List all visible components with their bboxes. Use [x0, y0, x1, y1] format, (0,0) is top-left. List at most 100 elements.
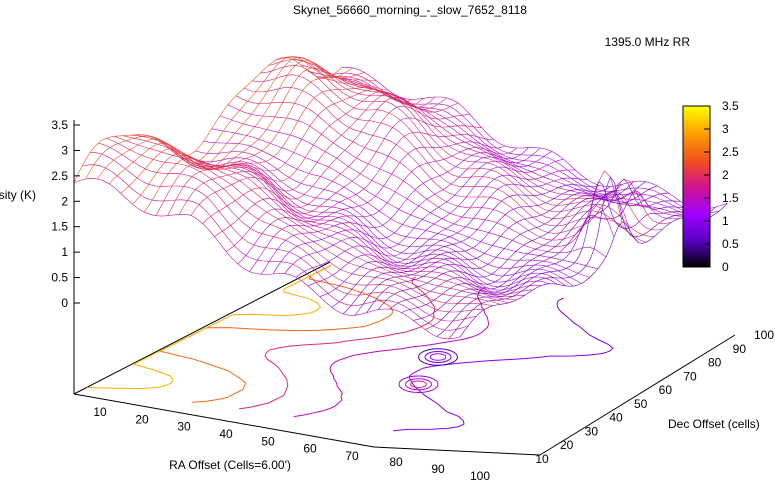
surface-mesh-line — [195, 150, 582, 284]
x-tick-label: 70 — [345, 449, 359, 463]
y-axis-label: Dec Offset (cells) — [668, 417, 760, 431]
surface-mesh-line — [307, 169, 576, 287]
surface-mesh-line — [341, 66, 728, 210]
x-axis-ticks: 10 20 30 40 50 60 70 80 90 100 — [93, 405, 490, 483]
surface-mesh-line — [300, 64, 687, 218]
surface-mesh-line — [211, 128, 598, 270]
y-tick-label: 60 — [659, 383, 673, 397]
y-tick-label: 20 — [560, 438, 574, 452]
z-tick-label: 2 — [61, 194, 68, 208]
contour-line — [86, 264, 332, 390]
z-axis: Intensity (K) 0 0.5 1 1.5 2 2.5 3 3.5 — [0, 118, 80, 310]
surface-mesh-line — [284, 151, 553, 274]
z-tick-label: 3 — [61, 143, 68, 157]
colorbar-tick-label: 0 — [722, 260, 729, 274]
surface-mesh-line — [132, 78, 400, 205]
surface-mesh-line — [98, 142, 485, 313]
x-tick-label: 30 — [177, 420, 191, 434]
surface-mesh-line — [90, 152, 477, 322]
x-tick-label: 60 — [303, 442, 317, 456]
surface-mesh-line — [227, 104, 615, 247]
colorbar-tick-label: 1.5 — [722, 191, 739, 205]
surface-mesh-line — [268, 59, 655, 237]
y-axis-ticks: 10 20 30 40 50 60 70 80 90 100 — [535, 328, 774, 466]
z-tick-label: 1 — [61, 245, 68, 259]
contour-peak-ring — [418, 348, 458, 366]
x-tick-label: 20 — [135, 412, 149, 426]
colorbar-tick-label: 2 — [722, 168, 729, 182]
x-tick-label: 100 — [470, 469, 490, 483]
contour-line — [393, 297, 614, 432]
x-tick-label: 90 — [431, 462, 445, 476]
contour-peak-ring — [398, 375, 439, 393]
y-tick-label: 100 — [754, 328, 774, 342]
surface-mesh-line — [106, 137, 493, 307]
surface-mesh — [73, 56, 728, 340]
surface-mesh-line — [272, 147, 541, 275]
surface-mesh-line — [448, 176, 716, 340]
y-tick-label: 50 — [634, 397, 648, 411]
contour-peak-ring — [429, 353, 447, 361]
surface-mesh-line — [319, 177, 588, 297]
surface-mesh-line — [187, 155, 574, 287]
colorbar-tick-label: 1 — [722, 214, 729, 228]
surface-mesh-line — [120, 67, 389, 194]
z-tick-label: 3.5 — [51, 118, 68, 132]
surface-mesh-line — [260, 65, 647, 243]
legend: 1395.0 MHz RR — [605, 35, 740, 49]
colorbar-tick-label: 2.5 — [722, 145, 739, 159]
y-tick-label: 90 — [733, 342, 747, 356]
contour-line — [158, 264, 394, 403]
contour-line — [293, 286, 490, 418]
surface-mesh-line — [202, 105, 471, 224]
contour-peak-ring — [405, 378, 432, 391]
surface-mesh-line — [237, 141, 506, 265]
x-tick-label: 40 — [219, 427, 233, 441]
z-tick-label: 2.5 — [51, 169, 68, 183]
surface-mesh-line — [436, 181, 705, 337]
colorbar: 0 0.5 1 1.5 2 2.5 3 3.5 — [682, 99, 739, 274]
surface-mesh-line — [155, 89, 424, 216]
surface-mesh-line — [190, 97, 459, 216]
y-tick-label: 30 — [585, 424, 599, 438]
surface-mesh-line — [366, 181, 635, 313]
surface-mesh-line — [203, 140, 590, 278]
y-tick-label: 40 — [609, 411, 623, 425]
z-tick-label: 0.5 — [51, 271, 68, 285]
y-tick-label: 10 — [535, 452, 549, 466]
surface-mesh-line — [292, 59, 679, 219]
surface-mesh-line — [296, 159, 564, 278]
surface-mesh-line — [82, 164, 469, 331]
x-axis-label: RA Offset (Cells=6.00') — [169, 458, 291, 472]
surface-mesh-line — [260, 147, 529, 275]
surface-mesh-line — [179, 154, 566, 287]
surface-mesh-line — [219, 115, 607, 258]
contour-line — [239, 276, 436, 410]
y-tick-label: 80 — [708, 356, 722, 370]
surface-mesh-line — [401, 191, 669, 313]
surface-mesh-line — [342, 186, 611, 315]
x-tick-label: 50 — [261, 434, 275, 448]
x-tick-label: 80 — [389, 455, 403, 469]
surface-mesh-line — [171, 150, 558, 288]
contour-peak-ring — [424, 351, 452, 363]
colorbar-tick-label: 3.5 — [722, 99, 739, 113]
z-tick-label: 1.5 — [51, 220, 68, 234]
surface-mesh-line — [225, 131, 494, 252]
surface-mesh-line — [138, 134, 525, 297]
surface-mesh-line — [331, 184, 599, 308]
surface-mesh-line — [85, 56, 354, 180]
colorbar-tick-label: 3 — [722, 122, 729, 136]
surface-mesh-line — [354, 184, 623, 316]
surface-mesh-line — [235, 95, 623, 241]
surface-mesh-line — [114, 136, 501, 305]
surface-mesh-line — [97, 56, 365, 180]
surface-mesh-line — [73, 57, 342, 183]
z-tick-label: 0 — [61, 296, 68, 310]
contour-projection — [86, 264, 614, 432]
surface-mesh-line — [389, 185, 658, 310]
surface-mesh-line — [424, 190, 693, 330]
contour-peak-ring — [410, 380, 427, 389]
z-axis-label: Intensity (K) — [0, 188, 36, 202]
